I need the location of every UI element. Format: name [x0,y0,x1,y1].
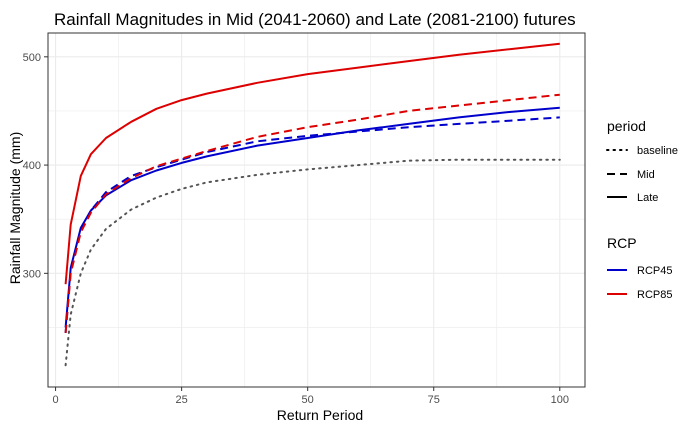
y-tick-label: 300 [23,268,41,280]
x-tick-label: 100 [551,394,569,406]
series-line-mid-rcp45 [64,116,560,333]
x-tick-label: 25 [175,394,187,406]
legend-label-baseline: baseline [637,145,678,157]
chart-title: Rainfall Magnitudes in Mid (2041-2060) a… [54,10,576,29]
y-tick-label: 500 [23,52,41,64]
series-line-late-rcp45 [64,106,560,328]
x-tick-label: 50 [302,394,314,406]
plot-border [47,32,586,388]
legend-title-rcp: RCP [607,235,637,251]
y-axis-title: Rainfall Magnitude (mm) [7,132,23,285]
plot-area: 0 25 50 75 100 300 400 500 [23,32,586,406]
x-axis-title: Return Period [277,407,363,423]
series-line-baseline [64,158,561,367]
legend-label-mid: Mid [637,169,655,181]
y-tick-label: 400 [23,160,41,172]
legend-label-late: Late [637,192,658,204]
x-tick-label: 75 [428,394,440,406]
plot-background [48,33,585,387]
legend-label-rcp85: RCP85 [637,289,672,301]
x-tick-label: 0 [53,394,59,406]
legend: period RCP baseline Mid Late RCP45 RCP85 [606,118,678,301]
series-line-late-rcp85 [64,42,560,285]
legend-title-period: period [607,118,646,134]
legend-label-rcp45: RCP45 [637,265,672,277]
